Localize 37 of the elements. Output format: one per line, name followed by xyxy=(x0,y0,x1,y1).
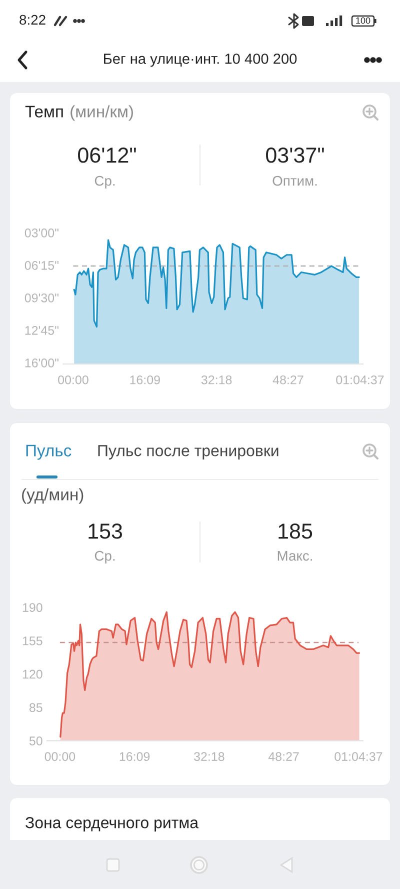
text: Ср. xyxy=(94,176,115,188)
chart-subtitle: (мин/км) xyxy=(70,105,133,121)
x-tick-label: 16:09 xyxy=(120,752,150,761)
text: 185 xyxy=(278,524,312,539)
text: Пульс после тренировки xyxy=(98,445,278,460)
text: 06'15" xyxy=(24,261,58,270)
x-tick-label: 32:18 xyxy=(194,752,224,761)
text: Макс. xyxy=(278,551,312,561)
text: 09'30" xyxy=(24,294,58,302)
text: 100 xyxy=(356,17,370,24)
chart-title: Пульс xyxy=(26,444,72,460)
text: Оптим. xyxy=(272,176,317,186)
x-tick-label: 01:04:37 xyxy=(336,375,384,384)
y-tick-label: 120 xyxy=(22,670,42,679)
y-tick-label: 50 xyxy=(29,736,42,746)
text: 153 xyxy=(88,524,122,539)
x-tick-label: 32:18 xyxy=(201,375,232,384)
text: 03'37" xyxy=(266,148,324,163)
x-tick-label: 01:04:37 xyxy=(334,752,382,761)
text: Ср. xyxy=(94,550,115,564)
text: 16'00" xyxy=(25,358,58,368)
x-tick-label: 00:00 xyxy=(58,375,88,384)
y-tick-label: 190 xyxy=(22,603,42,612)
text: 03'00" xyxy=(24,228,58,238)
chart-title: Темп xyxy=(25,106,63,118)
y-tick-label: 85 xyxy=(29,703,42,712)
x-tick-label: 00:00 xyxy=(44,752,76,761)
x-tick-label: 16:09 xyxy=(130,375,160,384)
x-tick-label: 48:27 xyxy=(268,752,299,761)
text: 8:22 xyxy=(20,14,46,25)
text: 12'45" xyxy=(25,326,58,335)
text: Зона сердечного ритма xyxy=(26,816,199,832)
x-tick-label: 48:27 xyxy=(272,375,304,384)
text: 06'12" xyxy=(78,148,136,163)
chart-subtitle: (уд/мин) xyxy=(22,488,84,504)
y-tick-label: 155 xyxy=(22,636,42,646)
text: Бег на улице·инт. 10 400 200 xyxy=(104,54,297,67)
